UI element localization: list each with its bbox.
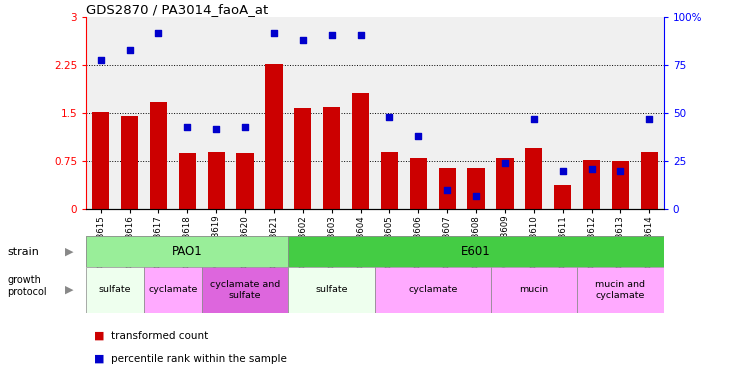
Point — [239, 124, 251, 130]
Text: E601: E601 — [461, 245, 491, 258]
Text: cyclamate: cyclamate — [408, 285, 458, 295]
Point — [586, 166, 598, 172]
Bar — [288, 236, 664, 267]
Text: ▶: ▶ — [64, 285, 74, 295]
Text: PAO1: PAO1 — [172, 245, 202, 258]
Bar — [375, 267, 490, 313]
Bar — [640, 152, 658, 209]
Text: strain: strain — [8, 247, 39, 257]
Point — [614, 168, 626, 174]
Point — [499, 160, 511, 166]
Point — [124, 47, 136, 53]
Text: growth
protocol: growth protocol — [8, 275, 47, 297]
Point — [297, 37, 309, 43]
Point — [152, 30, 164, 36]
Bar — [288, 267, 375, 313]
Point — [528, 116, 540, 122]
Point — [182, 124, 194, 130]
Bar — [525, 149, 542, 209]
Bar — [496, 158, 514, 209]
Text: ■: ■ — [94, 331, 104, 341]
Text: sulfate: sulfate — [316, 285, 348, 295]
Point — [326, 31, 338, 38]
Bar — [381, 152, 398, 209]
Bar — [490, 267, 578, 313]
Bar — [86, 267, 144, 313]
Bar — [410, 158, 427, 209]
Bar — [583, 160, 600, 209]
Bar — [144, 267, 202, 313]
Text: percentile rank within the sample: percentile rank within the sample — [111, 354, 286, 364]
Point — [470, 193, 482, 199]
Bar — [121, 116, 138, 209]
Point — [441, 187, 453, 193]
Bar — [323, 107, 340, 209]
Bar — [352, 93, 369, 209]
Point — [644, 116, 656, 122]
Text: GDS2870 / PA3014_faoA_at: GDS2870 / PA3014_faoA_at — [86, 3, 268, 16]
Point — [355, 31, 367, 38]
Text: mucin and
cyclamate: mucin and cyclamate — [596, 280, 646, 300]
Text: transformed count: transformed count — [111, 331, 209, 341]
Bar — [178, 153, 196, 209]
Text: sulfate: sulfate — [99, 285, 131, 295]
Bar — [578, 267, 664, 313]
Bar — [150, 102, 167, 209]
Bar — [554, 185, 572, 209]
Point — [268, 30, 280, 36]
Bar — [92, 112, 110, 209]
Point — [383, 114, 395, 120]
Text: ▶: ▶ — [64, 247, 74, 257]
Bar — [266, 64, 283, 209]
Text: cyclamate and
sulfate: cyclamate and sulfate — [210, 280, 280, 300]
Text: mucin: mucin — [519, 285, 548, 295]
Bar — [294, 108, 311, 209]
Point — [94, 56, 106, 63]
Text: cyclamate: cyclamate — [148, 285, 197, 295]
Bar — [439, 168, 456, 209]
Bar — [86, 236, 288, 267]
Bar — [202, 267, 288, 313]
Bar — [236, 153, 254, 209]
Point — [556, 168, 568, 174]
Point — [210, 126, 222, 132]
Bar — [612, 161, 629, 209]
Text: ■: ■ — [94, 354, 104, 364]
Bar — [208, 152, 225, 209]
Bar — [467, 168, 484, 209]
Point — [413, 133, 424, 139]
